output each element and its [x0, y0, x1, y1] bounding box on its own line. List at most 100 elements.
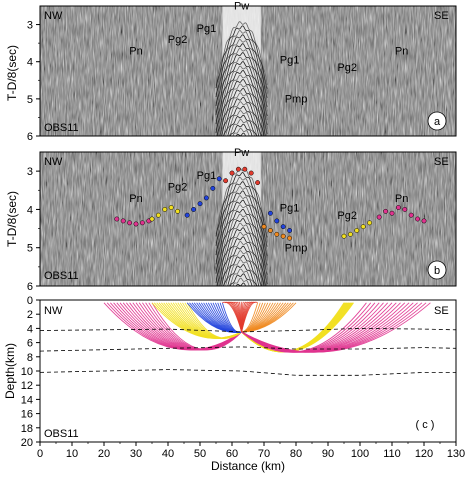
- ylabel-a: T-D/8(sec): [5, 45, 19, 101]
- pick-pg2: [175, 208, 181, 214]
- phase-label-pg1: Pg1: [197, 170, 217, 182]
- ray-pw: [241, 301, 258, 333]
- pick-pg2: [354, 228, 360, 233]
- y-tick-label: 5: [27, 243, 33, 255]
- pw-wavelet: [216, 227, 266, 286]
- y-tick-label: 4: [27, 323, 33, 335]
- pw-wavelet: [227, 264, 257, 286]
- pick-pw: [229, 170, 235, 176]
- phase-label-pg2: Pg2: [168, 181, 188, 193]
- y-tick-label: 6: [27, 281, 33, 293]
- x-tick-label: 110: [383, 448, 401, 460]
- pick-pmp: [261, 224, 267, 230]
- pick-pw: [255, 180, 261, 186]
- pw-wavelet: [215, 47, 268, 113]
- pw-wavelet: [222, 101, 261, 136]
- x-tick-label: 80: [290, 448, 302, 460]
- y-ticks-c: 0 2 4 6 8 10 12 14 16 18 20: [21, 295, 40, 449]
- pick-pw: [242, 166, 248, 172]
- pw-wavelet: [235, 282, 247, 286]
- pick-pn: [395, 205, 401, 210]
- pick-pn: [421, 218, 427, 224]
- panel-label-bg-b: [427, 260, 447, 280]
- pick-pw: [248, 170, 254, 176]
- x-tick-label: 30: [130, 448, 142, 460]
- pick-pmp: [267, 228, 273, 233]
- pw-wavelet: [215, 52, 268, 117]
- phase-label-pn: Pn: [129, 193, 142, 205]
- panel-label-c: ( c ): [416, 419, 435, 431]
- pick-pw: [223, 178, 229, 184]
- pw-wavelet: [232, 127, 250, 136]
- pick-pg2: [149, 216, 155, 222]
- pick-pg1: [280, 224, 286, 230]
- ray-pn: [241, 302, 431, 353]
- phase-label-pg2: Pg2: [337, 62, 357, 74]
- y-ticks-a: 3 4 5 6: [27, 20, 40, 143]
- ylabel-c: Depth(km): [3, 343, 17, 399]
- se-label-c: SE: [434, 305, 449, 317]
- pw-wavelet: [215, 204, 268, 271]
- pw-wavelet: [228, 268, 255, 286]
- panel-b: Pn Pg2 Pg1 Pw Pg1 Pmp Pg2 Pn NW SE OBS11 b 3 4 5 6…: [5, 147, 457, 293]
- phase-label-pmp: Pmp: [285, 243, 308, 255]
- phase-label-pg1: Pg1: [280, 55, 300, 67]
- y-tick-label: 5: [27, 94, 33, 106]
- pw-wavelet: [215, 30, 268, 95]
- y-tick-label: 4: [27, 204, 33, 216]
- station-label-c: OBS11: [44, 428, 79, 440]
- nw-label-c: NW: [44, 305, 63, 317]
- pick-pn: [127, 220, 133, 226]
- pw-waveforms-b: [215, 152, 268, 286]
- y-tick-label: 16: [21, 409, 33, 421]
- pw-wavelet: [215, 34, 268, 99]
- pw-wavelet: [229, 273, 253, 286]
- pw-wavelet: [215, 38, 268, 104]
- interfaces-c: [40, 327, 456, 376]
- pw-wavelet: [225, 110, 258, 136]
- pw-wavelet: [215, 185, 268, 253]
- pw-wavelet: [215, 199, 268, 266]
- xlabel: Distance (km): [211, 459, 285, 473]
- pw-wavelet: [219, 236, 265, 286]
- station-label-a: OBS11: [44, 122, 79, 134]
- x-tick-label: 10: [66, 448, 78, 460]
- y-tick-label: 3: [27, 166, 33, 178]
- pick-pg2: [347, 231, 353, 237]
- pw-wavelet: [221, 245, 263, 286]
- pw-wavelet: [215, 195, 268, 262]
- pick-pg1: [274, 218, 280, 224]
- pick-pg2: [155, 212, 161, 218]
- phase-label-pg2: Pg2: [168, 34, 188, 46]
- phase-label-pg1: Pg1: [197, 23, 217, 35]
- pick-pg1: [184, 212, 190, 218]
- pw-wavelet: [215, 190, 268, 257]
- y-tick-label: 12: [21, 380, 33, 392]
- y-tick-label: 8: [27, 352, 33, 364]
- pick-pg1: [191, 206, 197, 212]
- y-tick-label: 0: [27, 295, 33, 307]
- ray-fans-c: [103, 301, 431, 353]
- pw-wavelet: [215, 70, 268, 135]
- y-tick-label: 6: [27, 131, 33, 143]
- x-tick-label: 50: [194, 448, 206, 460]
- pw-wavelet: [215, 218, 268, 285]
- x-tick-label: 40: [162, 448, 174, 460]
- pw-wavelet: [215, 61, 268, 126]
- ray-pg1: [221, 302, 242, 333]
- pick-pmp: [280, 233, 286, 239]
- picks-b: [114, 166, 427, 241]
- pw-wavelet: [218, 231, 266, 286]
- y-tick-label: 6: [27, 338, 33, 350]
- pick-pg1: [267, 210, 273, 216]
- panel-a: Pn Pg2 Pg1 Pw Pg1 Pmp Pg2 Pn NW SE OBS11 a 3 4 5 6…: [5, 1, 457, 143]
- pw-wavelet: [215, 56, 268, 122]
- frame-b: [39, 151, 457, 287]
- pick-pg1: [203, 195, 209, 201]
- pick-pn: [114, 216, 120, 222]
- pick-pn: [389, 210, 395, 216]
- se-label-b: SE: [434, 156, 449, 168]
- phase-label-pmp: Pmp: [285, 94, 308, 106]
- pick-pg1: [210, 185, 216, 191]
- y-tick-label: 3: [27, 20, 33, 32]
